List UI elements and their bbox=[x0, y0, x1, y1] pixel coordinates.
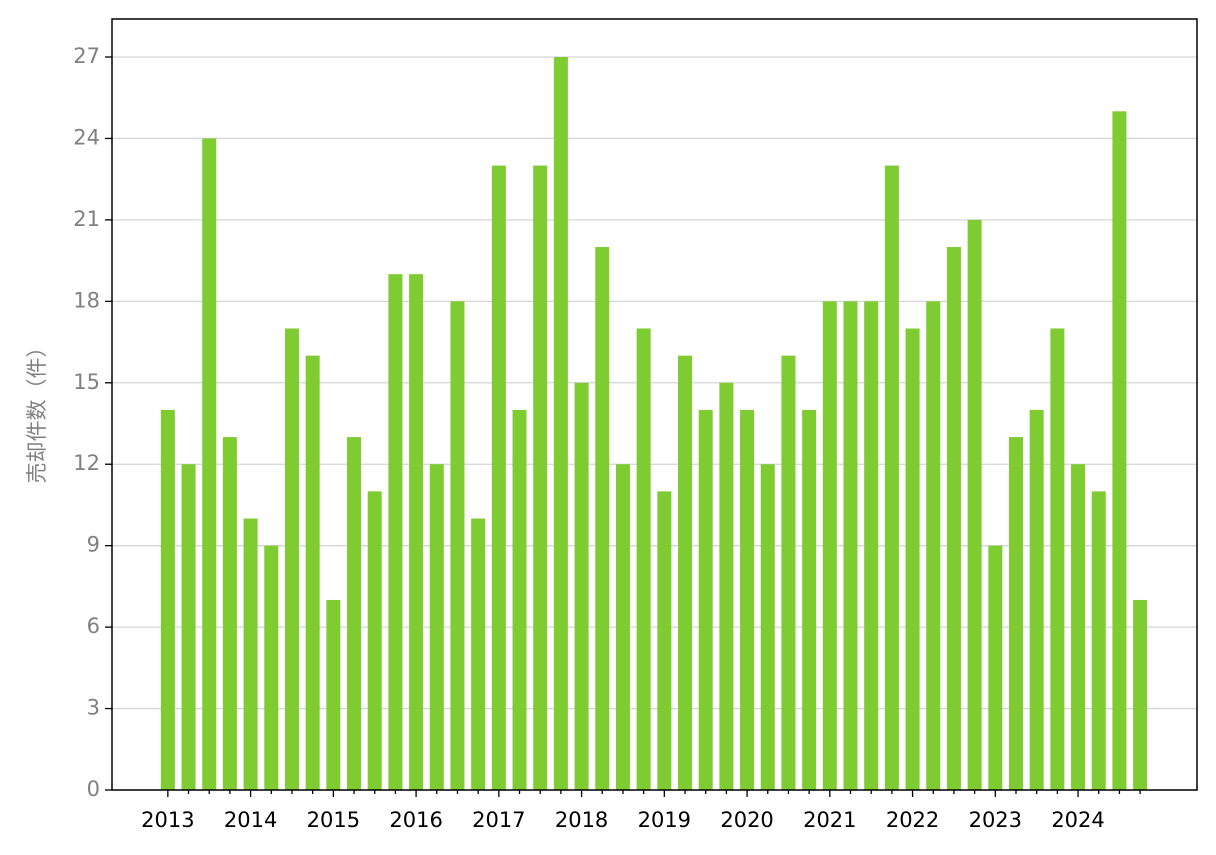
bar bbox=[491, 165, 506, 791]
bar bbox=[1008, 437, 1023, 790]
y-tick-label: 3 bbox=[87, 696, 100, 720]
x-tick-label: 2015 bbox=[307, 808, 360, 832]
bar bbox=[160, 409, 175, 790]
x-tick-label: 2019 bbox=[638, 808, 691, 832]
y-axis-label: 売却件数（件） bbox=[25, 337, 49, 484]
bar bbox=[409, 274, 424, 790]
bar bbox=[326, 599, 341, 790]
y-tick-label: 9 bbox=[87, 533, 100, 557]
y-tick-label: 18 bbox=[73, 288, 100, 312]
bar bbox=[1050, 328, 1065, 790]
bar bbox=[450, 301, 465, 790]
y-tick-label: 15 bbox=[73, 370, 100, 394]
bar bbox=[678, 355, 693, 790]
x-tick-label: 2024 bbox=[1051, 808, 1104, 832]
bar bbox=[553, 57, 568, 791]
bar bbox=[698, 409, 713, 790]
bar bbox=[967, 219, 982, 791]
bar bbox=[305, 355, 320, 790]
x-tick-label: 2022 bbox=[886, 808, 939, 832]
bar bbox=[657, 491, 672, 790]
bar bbox=[367, 491, 382, 790]
bar bbox=[429, 464, 444, 790]
x-tick-label: 2014 bbox=[224, 808, 277, 832]
bar bbox=[802, 409, 817, 790]
bar bbox=[512, 409, 527, 790]
y-tick-label: 21 bbox=[73, 207, 100, 231]
bar bbox=[222, 437, 237, 790]
bar bbox=[822, 301, 837, 790]
bar bbox=[1112, 111, 1127, 791]
bar bbox=[884, 165, 899, 791]
bar bbox=[595, 247, 610, 791]
bar bbox=[946, 247, 961, 791]
bar bbox=[926, 301, 941, 790]
y-tick-label: 6 bbox=[87, 614, 100, 638]
bar bbox=[347, 437, 362, 790]
bar bbox=[864, 301, 879, 790]
x-tick-label: 2017 bbox=[472, 808, 525, 832]
bar bbox=[615, 464, 630, 790]
bar bbox=[1071, 464, 1086, 790]
plot-frame bbox=[111, 18, 1198, 791]
bar bbox=[388, 274, 403, 790]
x-tick-label: 2018 bbox=[555, 808, 608, 832]
bar bbox=[905, 328, 920, 790]
x-tick-label: 2016 bbox=[389, 808, 442, 832]
bar bbox=[988, 545, 1003, 790]
bar bbox=[1133, 599, 1148, 790]
y-tick-label: 12 bbox=[73, 451, 100, 475]
bar bbox=[636, 328, 651, 790]
x-tick-label: 2013 bbox=[141, 808, 194, 832]
bar bbox=[843, 301, 858, 790]
bar bbox=[264, 545, 279, 790]
bar bbox=[1029, 409, 1044, 790]
bar bbox=[533, 165, 548, 791]
bar bbox=[243, 518, 258, 790]
bar bbox=[719, 382, 734, 790]
y-tick-label: 24 bbox=[73, 125, 100, 149]
bar bbox=[781, 355, 796, 790]
bar bbox=[740, 409, 755, 790]
bar bbox=[1091, 491, 1106, 790]
x-tick-label: 2023 bbox=[969, 808, 1022, 832]
x-tick-label: 2020 bbox=[720, 808, 773, 832]
bar bbox=[760, 464, 775, 790]
bar bbox=[471, 518, 486, 790]
y-tick-label: 27 bbox=[73, 44, 100, 68]
bar bbox=[202, 138, 217, 791]
x-tick-label: 2021 bbox=[803, 808, 856, 832]
bar bbox=[181, 464, 196, 790]
bar bbox=[284, 328, 299, 790]
y-tick-label: 0 bbox=[87, 777, 100, 801]
bar bbox=[574, 382, 589, 790]
